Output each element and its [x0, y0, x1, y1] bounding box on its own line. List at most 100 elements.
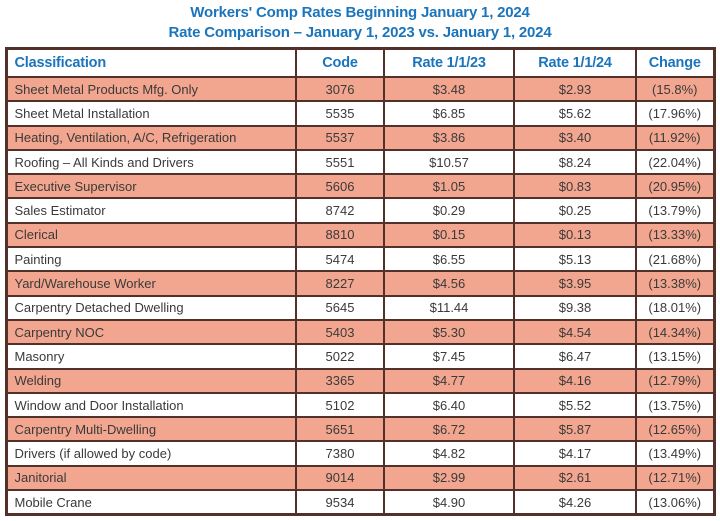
classification-cell: Heating, Ventilation, A/C, Refrigeration	[5, 124, 297, 151]
rate-2023-cell: $4.90	[383, 489, 515, 516]
table-row: Roofing – All Kinds and Drivers 5551 $10.5…	[5, 148, 715, 176]
change-cell: (11.92%)	[635, 124, 715, 151]
rate-2023-cell: $4.56	[383, 270, 515, 297]
code-cell: 5102	[295, 391, 385, 419]
code-cell: 5022	[295, 343, 385, 370]
code-cell: 5551	[295, 148, 385, 176]
classification-cell: Executive Supervisor	[5, 173, 297, 200]
rate-2023-cell: $6.55	[383, 246, 515, 273]
rate-2023-cell: $6.72	[383, 416, 515, 443]
code-cell: 5537	[295, 124, 385, 151]
change-cell: (13.06%)	[635, 489, 715, 516]
table-body: Sheet Metal Products Mfg. Only 3076 $3.48 $…	[5, 75, 715, 516]
rate-2023-cell: $4.82	[383, 440, 515, 467]
page-title: Workers' Comp Rates Beginning January 1,…	[190, 4, 530, 21]
classification-cell: Roofing – All Kinds and Drivers	[5, 148, 297, 176]
rate-2024-cell: $4.17	[513, 440, 637, 467]
code-cell: 5651	[295, 416, 385, 443]
classification-cell: Janitorial	[5, 464, 297, 492]
code-cell: 8742	[295, 197, 385, 224]
change-cell: (12.79%)	[635, 367, 715, 394]
rate-2023-cell: $0.15	[383, 221, 515, 249]
code-cell: 8810	[295, 221, 385, 249]
col-header-rate-2023: Rate 1/1/23	[383, 47, 515, 78]
classification-cell: Drivers (if allowed by code)	[5, 440, 297, 467]
page-subtitle: Rate Comparison – January 1, 2023 vs. Ja…	[168, 23, 552, 41]
rate-2023-cell: $11.44	[383, 294, 515, 321]
classification-cell: Window and Door Installation	[5, 391, 297, 419]
rate-2024-cell: $4.26	[513, 489, 637, 516]
code-cell: 5535	[295, 100, 385, 127]
rate-2024-cell: $9.38	[513, 294, 637, 321]
rate-2023-cell: $1.05	[383, 173, 515, 200]
table-row: Carpentry NOC 5403 $5.30 $4.54 (14.34%)	[5, 318, 715, 346]
rate-2024-cell: $5.52	[513, 391, 637, 419]
rate-2024-cell: $8.24	[513, 148, 637, 176]
rate-2024-cell: $5.13	[513, 246, 637, 273]
rate-2024-cell: $5.87	[513, 416, 637, 443]
rate-2024-cell: $0.83	[513, 173, 637, 200]
table-row: Window and Door Installation 5102 $6.40 $5.…	[5, 391, 715, 419]
code-cell: 8227	[295, 270, 385, 297]
table-row: Carpentry Detached Dwelling 5645 $11.44 $9.…	[5, 294, 715, 321]
code-cell: 5403	[295, 318, 385, 346]
classification-cell: Carpentry Multi-Dwelling	[5, 416, 297, 443]
change-cell: (13.75%)	[635, 391, 715, 419]
rate-2024-cell: $4.54	[513, 318, 637, 346]
change-cell: (13.38%)	[635, 270, 715, 297]
change-cell: (18.01%)	[635, 294, 715, 321]
classification-cell: Carpentry Detached Dwelling	[5, 294, 297, 321]
rate-2023-cell: $6.40	[383, 391, 515, 419]
rate-2023-cell: $3.86	[383, 124, 515, 151]
rate-2024-cell: $0.13	[513, 221, 637, 249]
table-row: Heating, Ventilation, A/C, Refrigeration…	[5, 124, 715, 151]
rate-2023-cell: $2.99	[383, 464, 515, 492]
col-header-code: Code	[295, 47, 385, 78]
code-cell: 5474	[295, 246, 385, 273]
change-cell: (13.33%)	[635, 221, 715, 249]
rate-2023-cell: $5.30	[383, 318, 515, 346]
table-row: Clerical 8810 $0.15 $0.13 (13.33%)	[5, 221, 715, 249]
code-cell: 7380	[295, 440, 385, 467]
code-cell: 9014	[295, 464, 385, 492]
col-header-classification: Classification	[5, 47, 297, 78]
change-cell: (13.49%)	[635, 440, 715, 467]
rate-2023-cell: $7.45	[383, 343, 515, 370]
rate-2023-cell: $3.48	[383, 75, 515, 103]
table-row: Welding 3365 $4.77 $4.16 (12.79%)	[5, 367, 715, 394]
table-header: Classification Code Rate 1/1/23 Rate 1/1…	[5, 47, 715, 78]
rate-2024-cell: $6.47	[513, 343, 637, 370]
rate-2024-cell: $5.62	[513, 100, 637, 127]
rate-2024-cell: $0.25	[513, 197, 637, 224]
table-row: Janitorial 9014 $2.99 $2.61 (12.71%)	[5, 464, 715, 492]
table-row: Drivers (if allowed by code) 7380 $4.82 $4.…	[5, 440, 715, 467]
rate-2024-cell: $2.93	[513, 75, 637, 103]
change-cell: (17.96%)	[635, 100, 715, 127]
rate-2024-cell: $2.61	[513, 464, 637, 492]
table-row: Carpentry Multi-Dwelling 5651 $6.72 $5.87 (1…	[5, 416, 715, 443]
table-row: Masonry 5022 $7.45 $6.47 (13.15%)	[5, 343, 715, 370]
code-cell: 5645	[295, 294, 385, 321]
change-cell: (12.71%)	[635, 464, 715, 492]
rate-2023-cell: $4.77	[383, 367, 515, 394]
table-row: Sheet Metal Installation 5535 $6.85 $5.62 (1…	[5, 100, 715, 127]
col-header-change: Change	[635, 47, 715, 78]
table-row: Sheet Metal Products Mfg. Only 3076 $3.48 $…	[5, 75, 715, 103]
code-cell: 5606	[295, 173, 385, 200]
classification-cell: Carpentry NOC	[5, 318, 297, 346]
table-row: Sales Estimator 8742 $0.29 $0.25 (13.79%)	[5, 197, 715, 224]
classification-cell: Welding	[5, 367, 297, 394]
classification-cell: Painting	[5, 246, 297, 273]
code-cell: 3076	[295, 75, 385, 103]
change-cell: (20.95%)	[635, 173, 715, 200]
change-cell: (22.04%)	[635, 148, 715, 176]
change-cell: (13.79%)	[635, 197, 715, 224]
classification-cell: Yard/Warehouse Worker	[5, 270, 297, 297]
table-row: Yard/Warehouse Worker 8227 $4.56 $3.95 (13.3…	[5, 270, 715, 297]
classification-cell: Sheet Metal Installation	[5, 100, 297, 127]
change-cell: (12.65%)	[635, 416, 715, 443]
rate-2023-cell: $0.29	[383, 197, 515, 224]
classification-cell: Mobile Crane	[5, 489, 297, 516]
code-cell: 3365	[295, 367, 385, 394]
classification-cell: Clerical	[5, 221, 297, 249]
